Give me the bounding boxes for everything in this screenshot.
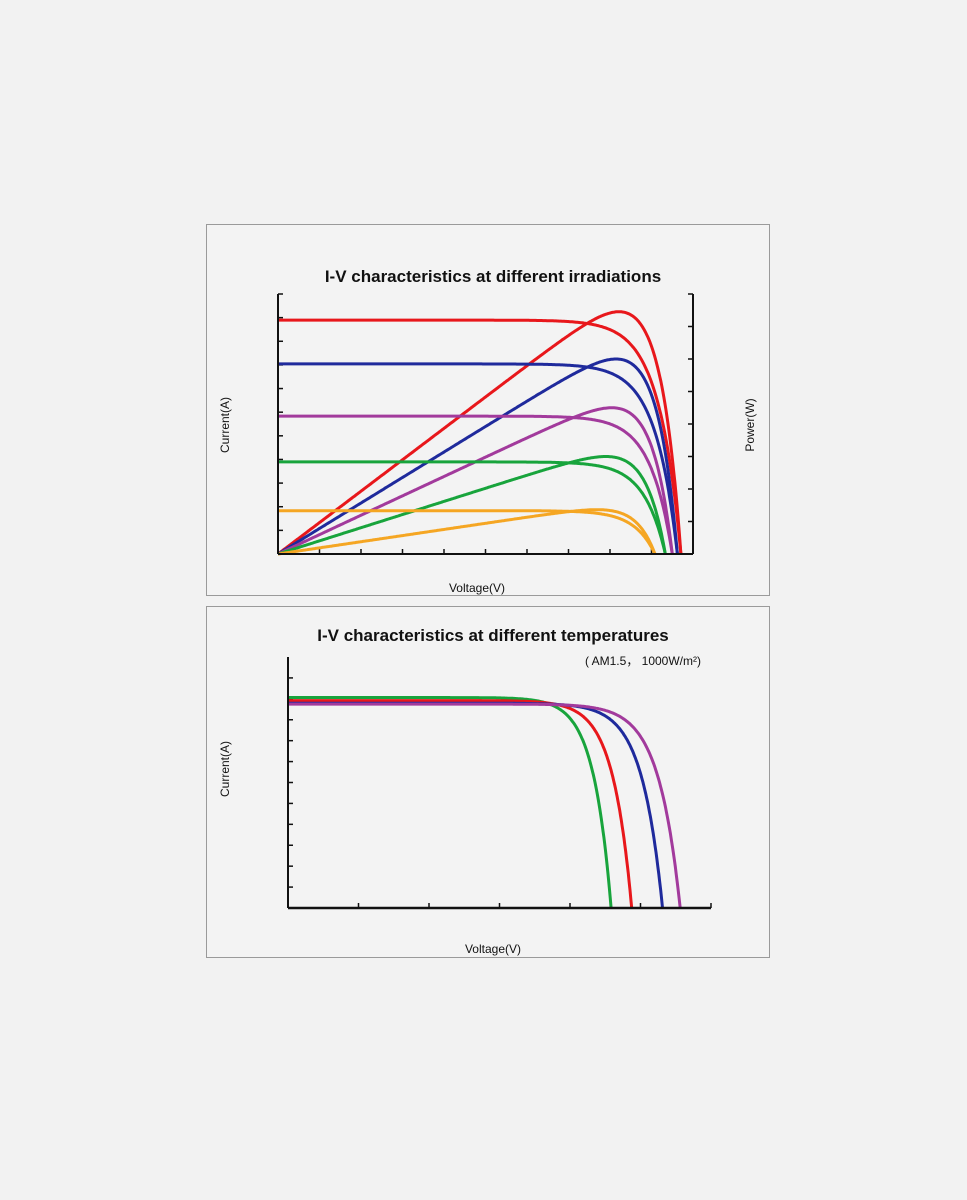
power-curve-1 xyxy=(277,357,679,556)
chart-title: I-V characteristics at different tempera… xyxy=(317,626,668,645)
iv-curve-0 xyxy=(278,318,683,555)
temperature-chart: I-V characteristics at different tempera… xyxy=(218,626,712,956)
irradiation-chart: I-V characteristics at different irradia… xyxy=(218,267,757,595)
y-axis-label: Current(A) xyxy=(218,397,232,453)
chart-title: I-V characteristics at different irradia… xyxy=(325,267,661,286)
x-axis-label: Voltage(V) xyxy=(465,942,521,956)
iv-curve-2 xyxy=(288,701,664,909)
iv-curve-4 xyxy=(278,509,657,555)
y2-axis-label: Power(W) xyxy=(743,398,757,451)
temperature-chart-panel: I-V characteristics at different tempera… xyxy=(206,606,770,958)
power-curve-0 xyxy=(277,310,683,556)
power-curve-3 xyxy=(277,455,667,556)
chart-subtitle: ( AM1.5， 1000W/m²) xyxy=(585,654,701,668)
iv-curve-3 xyxy=(288,702,682,909)
iv-curve-1 xyxy=(288,699,634,909)
iv-curve-3 xyxy=(278,460,667,555)
iv-curve-2 xyxy=(278,414,674,555)
x-axis-label: Voltage(V) xyxy=(449,581,505,595)
y-axis-label: Current(A) xyxy=(218,741,232,797)
irradiation-chart-panel: I-V characteristics at different irradia… xyxy=(206,224,770,596)
power-curve-4 xyxy=(277,508,657,556)
power-curve-2 xyxy=(277,406,674,556)
iv-curve-0 xyxy=(288,696,613,909)
iv-curve-1 xyxy=(278,362,679,555)
